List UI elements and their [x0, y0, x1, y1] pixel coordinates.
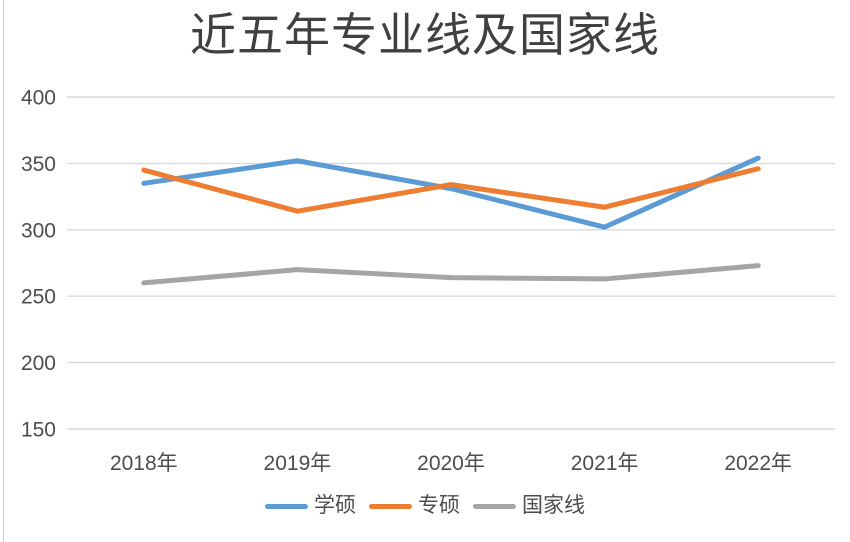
legend-line-swatch	[265, 503, 308, 509]
x-axis-category-label: 2020年	[417, 452, 485, 475]
y-axis-tick-label: 400	[21, 87, 56, 110]
y-axis-tick-label: 300	[21, 219, 56, 242]
legend-item: 专硕	[369, 494, 460, 518]
x-axis-category-label: 2019年	[264, 452, 332, 475]
legend-item: 国家线	[473, 494, 585, 518]
legend-line-swatch	[473, 503, 516, 509]
x-axis-category-label: 2018年	[110, 452, 178, 475]
left-edge-border	[3, 0, 4, 542]
y-axis-tick-label: 350	[21, 153, 56, 176]
legend-label: 国家线	[522, 494, 585, 517]
legend-label: 专硕	[418, 494, 460, 517]
chart-legend: 学硕 专硕 国家线	[0, 494, 850, 518]
series-line-0	[141, 155, 761, 230]
legend-line-swatch	[369, 503, 412, 509]
series-line-2	[141, 263, 761, 286]
chart-title: 近五年专业线及国家线	[190, 10, 660, 61]
x-axis-category-label: 2022年	[724, 452, 792, 475]
x-axis-category-label: 2021年	[571, 452, 639, 475]
y-axis-tick-label: 250	[21, 286, 56, 309]
series-line-1	[141, 166, 761, 214]
y-axis-tick-label: 150	[21, 419, 56, 442]
y-axis-tick-label: 200	[21, 352, 56, 375]
legend-item: 学硕	[265, 494, 356, 518]
legend-label: 学硕	[314, 494, 356, 517]
